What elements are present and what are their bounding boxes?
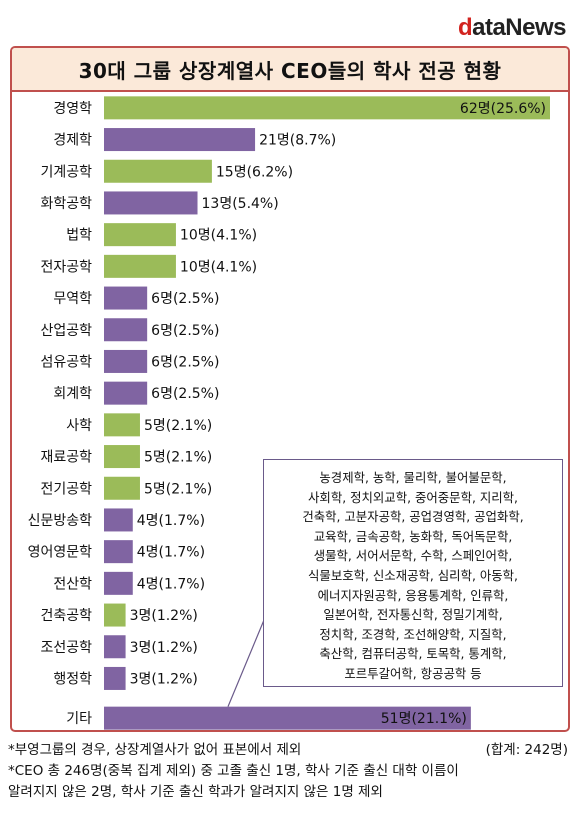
footnotes: *부영그룹의 경우, 상장계열사가 없어 표본에서 제외 (합계: 242명) … xyxy=(8,740,574,803)
data-label: 5명(2.1%) xyxy=(144,418,212,434)
category-label: 법학 xyxy=(66,228,92,244)
bar xyxy=(104,286,148,310)
category-label: 섬유공학 xyxy=(40,354,92,370)
chart-title: 30대 그룹 상장계열사 CEO들의 학사 전공 현황 xyxy=(12,48,568,92)
data-label: 62명(25.6%) xyxy=(460,101,546,117)
data-label: 13명(5.4%) xyxy=(202,196,279,212)
callout-line: 포르투갈어학, 항공공학 등 xyxy=(344,665,482,681)
bar xyxy=(104,635,126,659)
category-label: 사학 xyxy=(66,418,92,434)
callout-line: 사회학, 정치외교학, 중어중문학, 지리학, xyxy=(308,489,518,505)
footnote-2: *CEO 총 246명(중복 집계 제외) 중 고졸 출신 1명, 학사 기준 … xyxy=(8,763,459,779)
data-label: 15명(6.2%) xyxy=(216,164,293,180)
callout-line: 농경제학, 농학, 물리학, 불어불문학, xyxy=(319,470,507,485)
bar xyxy=(104,159,212,183)
footnote-3: 알려지지 않은 2명, 학사 기준 출신 학과가 알려지지 않은 1명 제외 xyxy=(8,784,383,800)
bar xyxy=(104,666,126,690)
data-label: 51명(21.1%) xyxy=(381,711,467,727)
data-label: 6명(2.5%) xyxy=(151,386,219,402)
data-label: 4명(1.7%) xyxy=(137,545,205,561)
category-label: 전산학 xyxy=(53,576,92,592)
data-label: 3명(1.2%) xyxy=(130,608,198,624)
callout-leader-line xyxy=(227,619,265,707)
bar xyxy=(104,508,133,532)
bar xyxy=(104,254,176,278)
bar xyxy=(104,223,176,247)
bar xyxy=(104,706,471,730)
bar xyxy=(104,476,140,500)
category-label: 산업공학 xyxy=(40,323,92,339)
total-count: (합계: 242명) xyxy=(485,742,568,758)
callout-line: 축산학, 컴퓨터공학, 토목학, 통계학, xyxy=(319,646,507,662)
category-label: 전자공학 xyxy=(40,259,92,275)
bar xyxy=(104,445,140,469)
category-label: 경제학 xyxy=(53,133,92,149)
bar xyxy=(104,540,133,564)
callout-other-majors: 농경제학, 농학, 물리학, 불어불문학, 사회학, 정치외교학, 중어중문학, … xyxy=(263,459,563,687)
data-label: 10명(4.1%) xyxy=(180,228,257,244)
category-label: 행정학 xyxy=(53,671,92,687)
category-label: 재료공학 xyxy=(40,450,92,466)
data-label: 5명(2.1%) xyxy=(144,450,212,466)
bar xyxy=(104,318,148,342)
data-label: 3명(1.2%) xyxy=(130,640,198,656)
bars-layer: 경영학 62명(25.6%) 경제학 21명(8.7%) 기계공학 15명(6.2%) 화학… xyxy=(28,96,550,730)
data-label: 5명(2.1%) xyxy=(144,481,212,497)
data-label: 6명(2.5%) xyxy=(151,323,219,339)
callout-line: 일본어학, 전자통신학, 정밀기계학, xyxy=(323,607,503,623)
callout-line: 생물학, 서어서문학, 수학, 스페인어학, xyxy=(313,548,513,564)
data-label: 6명(2.5%) xyxy=(151,354,219,370)
bar xyxy=(104,381,148,405)
callout-line: 정치학, 조경학, 조선해양학, 지질학, xyxy=(319,626,507,642)
bar xyxy=(104,191,198,215)
category-label: 영어영문학 xyxy=(28,545,93,561)
category-label: 건축공학 xyxy=(40,608,92,624)
footnote-1: *부영그룹의 경우, 상장계열사가 없어 표본에서 제외 (합계: 242명) xyxy=(8,740,574,761)
callout-line: 식물보호학, 신소재공학, 심리학, 아동학, xyxy=(308,567,518,583)
category-label: 화학공학 xyxy=(40,196,92,212)
category-label: 전기공학 xyxy=(40,481,92,497)
data-label: 4명(1.7%) xyxy=(137,513,205,529)
bar xyxy=(104,413,140,437)
bar xyxy=(104,349,148,373)
category-label: 신문방송학 xyxy=(28,513,93,529)
category-label: 기타 xyxy=(66,711,92,727)
bar xyxy=(104,96,550,120)
bar xyxy=(104,128,256,152)
bar xyxy=(104,603,126,627)
callout-line: 에너지자원공학, 응용통계학, 인류학, xyxy=(317,587,509,603)
datanews-logo: dataNews xyxy=(457,14,567,41)
data-label: 3명(1.2%) xyxy=(130,671,198,687)
data-label: 21명(8.7%) xyxy=(259,133,336,149)
category-label: 무역학 xyxy=(53,291,92,307)
category-label: 기계공학 xyxy=(40,164,92,180)
callout-line: 교육학, 금속공학, 농화학, 독어독문학, xyxy=(313,528,513,544)
bar xyxy=(104,571,133,595)
category-label: 경영학 xyxy=(53,101,92,117)
category-label: 회계학 xyxy=(53,386,92,402)
data-label: 6명(2.5%) xyxy=(151,291,219,307)
data-label: 10명(4.1%) xyxy=(180,259,257,275)
data-label: 4명(1.7%) xyxy=(137,576,205,592)
category-label: 조선공학 xyxy=(40,640,92,656)
callout-line: 건축학, 고분자공학, 공업경영학, 공업화학, xyxy=(302,509,524,525)
